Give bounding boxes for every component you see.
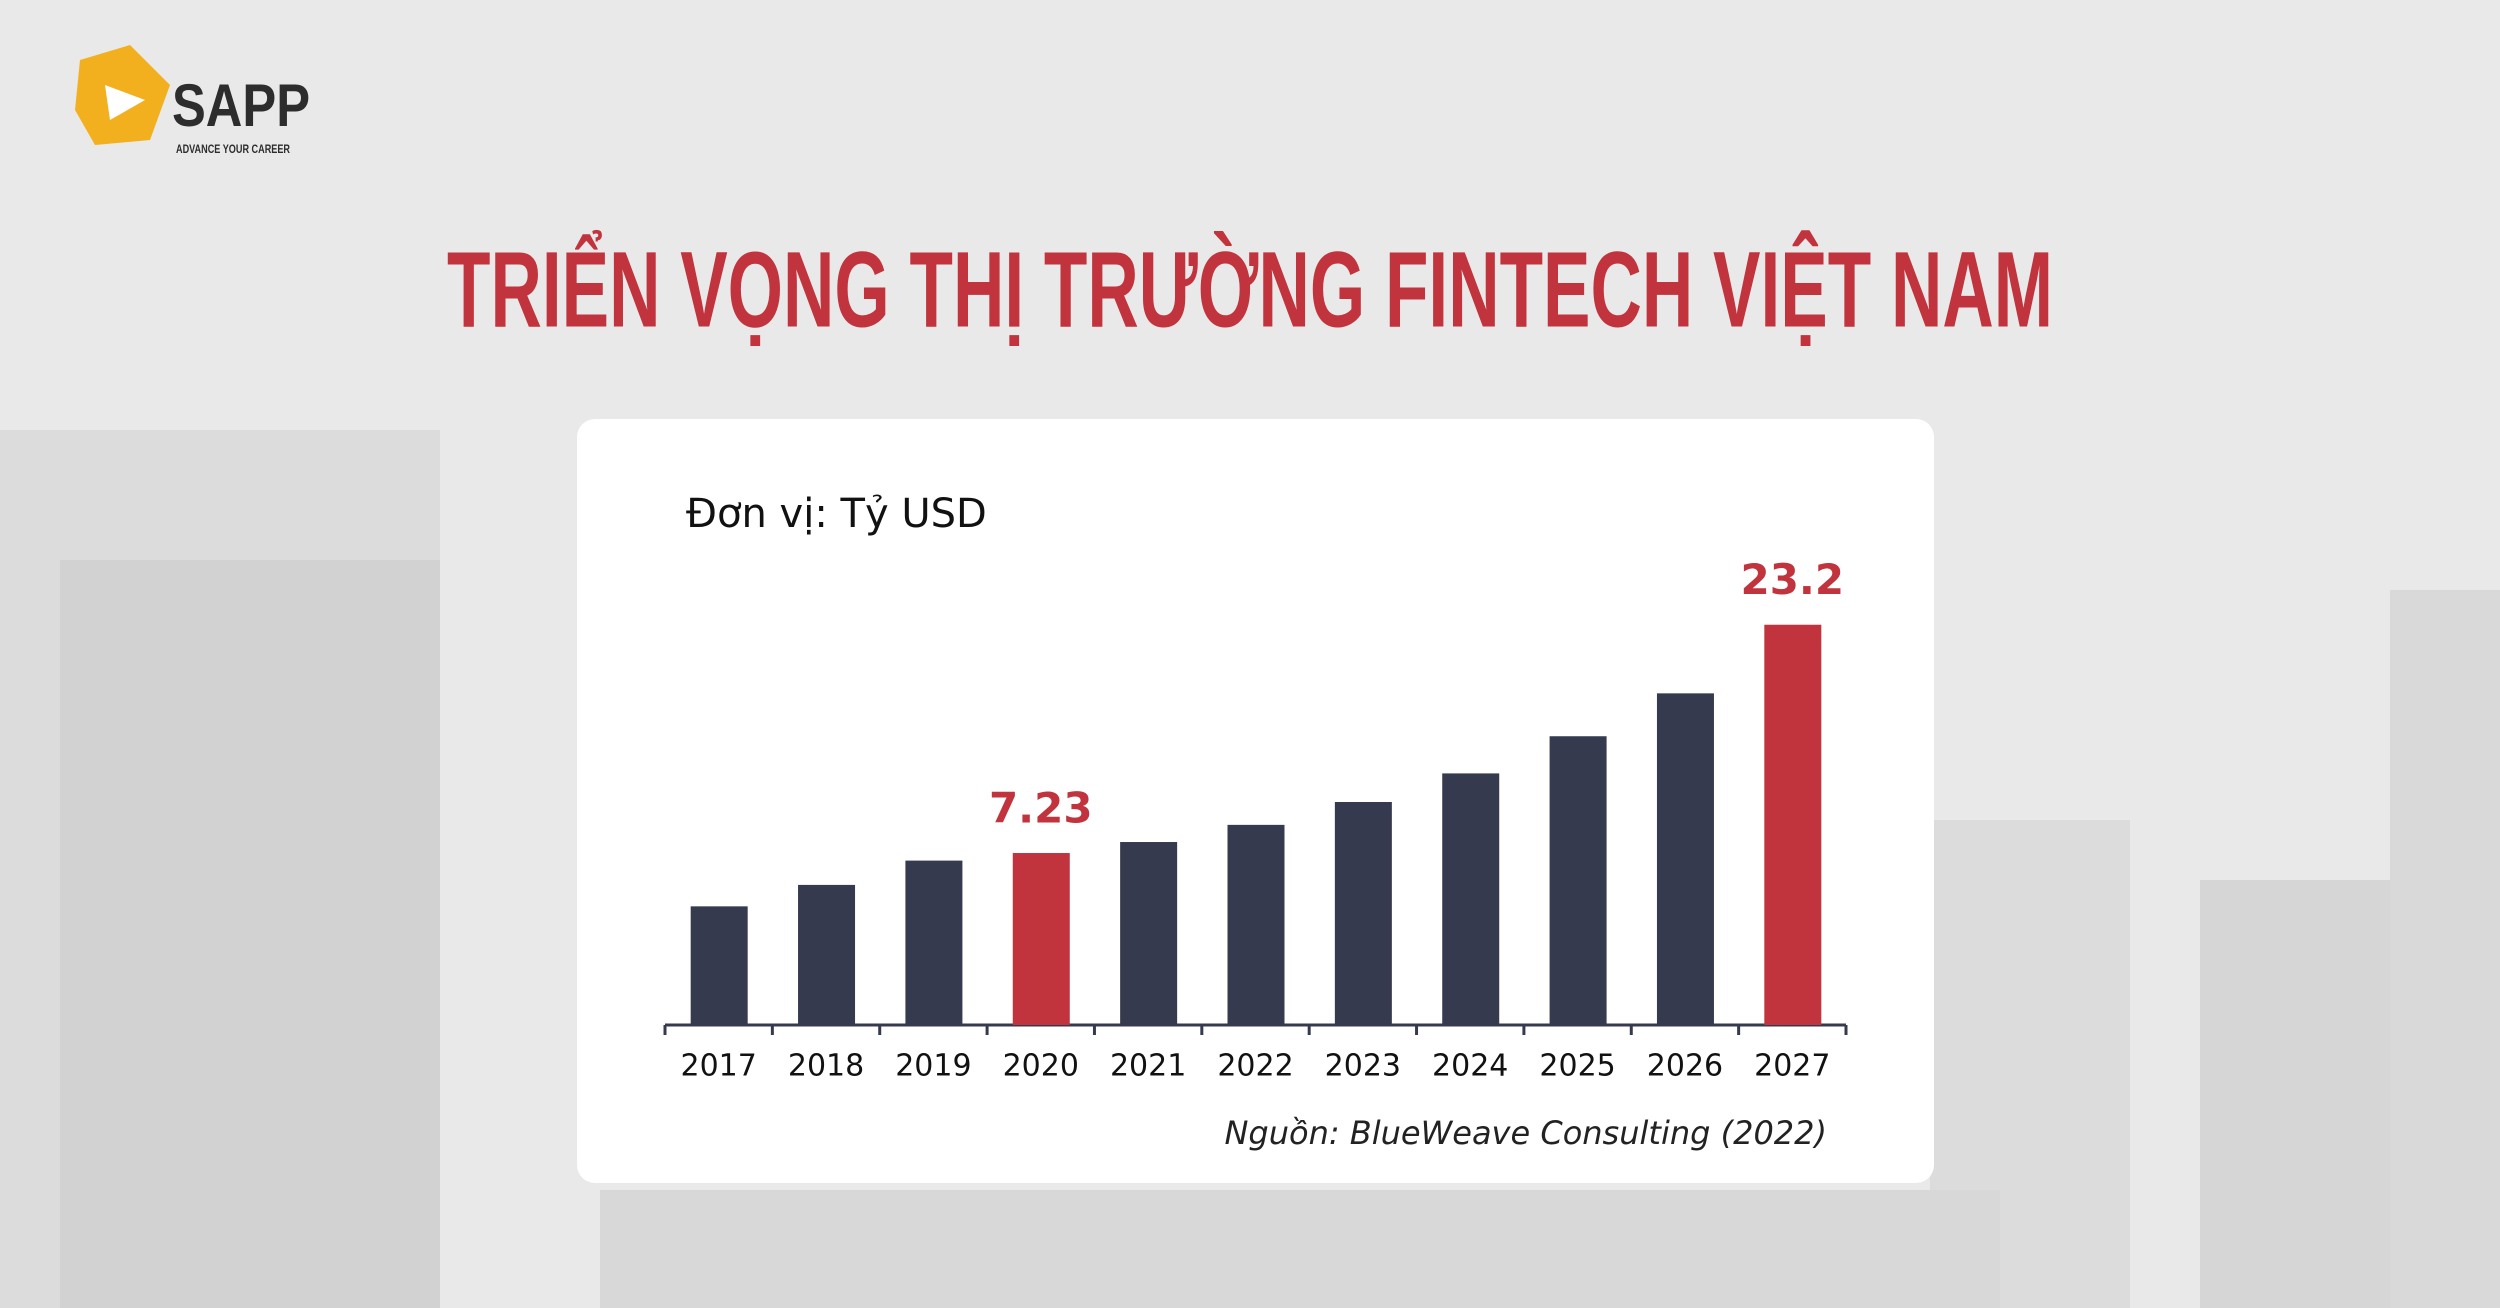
bar	[1227, 824, 1285, 1025]
bar	[1549, 736, 1607, 1025]
logo-tagline: ADVANCE YOUR CAREER	[176, 142, 290, 156]
bar	[1012, 853, 1070, 1025]
unit-label: Đơn vị: Tỷ USD	[686, 491, 987, 537]
bar	[1764, 624, 1822, 1025]
logo: SAPP ADVANCE YOUR CAREER	[75, 45, 310, 156]
source-note: Nguồn: BlueWeave Consulting (2022)	[1224, 1114, 1827, 1152]
bar	[690, 906, 748, 1025]
x-tick-label: 2020	[1003, 1049, 1079, 1084]
value-label: 7.23	[989, 784, 1093, 833]
x-tick-label: 2026	[1647, 1049, 1723, 1084]
x-tick-label: 2021	[1110, 1049, 1186, 1084]
bar	[1120, 842, 1178, 1025]
chart-title: TRIỂN VỌNG THỊ TRƯỜNG FINTECH VIỆT NAM	[447, 229, 2053, 350]
x-tick-label: 2025	[1539, 1049, 1615, 1084]
bar	[905, 860, 963, 1025]
bar	[1334, 801, 1392, 1025]
x-tick-label: 2024	[1432, 1049, 1508, 1084]
value-label: 23.2	[1740, 555, 1844, 604]
background-buildings	[0, 430, 2500, 1308]
x-tick-label: 2017	[681, 1049, 757, 1084]
bar	[1656, 693, 1714, 1025]
bar	[798, 884, 856, 1025]
x-tick-label: 2027	[1754, 1049, 1830, 1084]
bar	[1442, 773, 1500, 1025]
x-tick-label: 2023	[1325, 1049, 1401, 1084]
logo-icon-play	[105, 85, 145, 120]
x-tick-label: 2019	[895, 1049, 971, 1084]
x-tick-label: 2018	[788, 1049, 864, 1084]
logo-name: SAPP	[172, 72, 310, 139]
x-tick-label: 2022	[1217, 1049, 1293, 1084]
